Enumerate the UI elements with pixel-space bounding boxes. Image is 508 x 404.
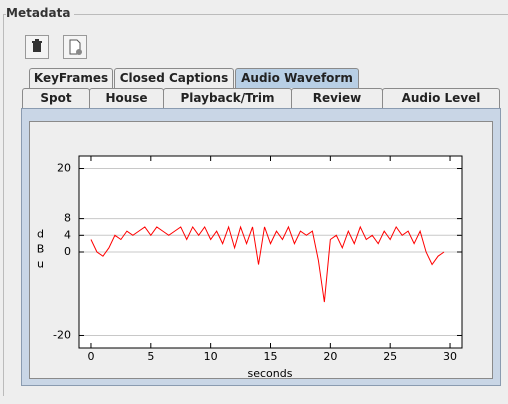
tab[interactable]: KeyFrames [29, 68, 113, 88]
x-axis-label: seconds [248, 367, 293, 380]
y-tick-label: -20 [53, 328, 71, 341]
waveform-line [90, 225, 445, 303]
x-tick-label: 30 [443, 350, 457, 363]
tab[interactable]: Closed Captions [114, 68, 234, 88]
x-tick-label: 20 [323, 350, 337, 363]
panel-title: Metadata [6, 6, 75, 20]
x-tick-label: 5 [147, 350, 154, 363]
y-tick-label: 4 [64, 228, 71, 241]
new-button[interactable] [63, 35, 87, 59]
trash-icon [32, 39, 42, 52]
x-tick-label: 25 [383, 350, 397, 363]
x-tick-label: 0 [87, 350, 94, 363]
tab[interactable]: Playback/Trim [163, 88, 292, 108]
x-tick-label: 10 [204, 350, 218, 363]
tab[interactable]: Spot [22, 88, 90, 108]
y-axis-label: dBu [34, 228, 47, 273]
x-tick-label: 15 [264, 350, 278, 363]
y-tick-label: 0 [64, 245, 71, 258]
tab[interactable]: House [89, 88, 164, 108]
tab[interactable]: Audio Level [382, 88, 500, 108]
tab-selected[interactable]: Audio Waveform [235, 68, 359, 88]
delete-button[interactable] [25, 35, 49, 59]
tab[interactable]: Review [291, 88, 383, 108]
y-tick-label: 8 [64, 212, 71, 225]
y-tick-label: 20 [57, 162, 71, 175]
metadata-border [3, 14, 508, 396]
new-icon [69, 39, 82, 55]
